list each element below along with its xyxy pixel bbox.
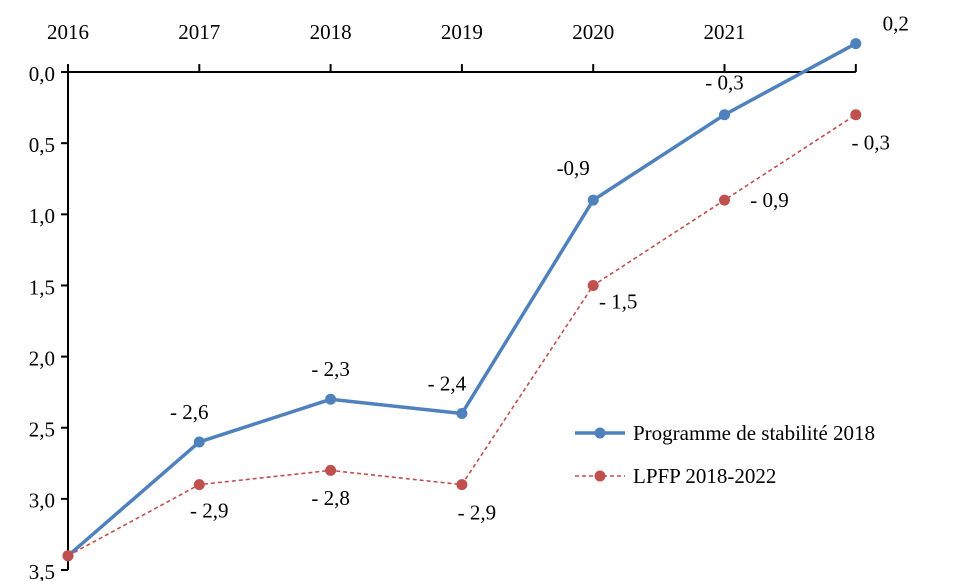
y-tick-label: 0,5: [29, 133, 55, 157]
legend-marker: [594, 470, 606, 482]
point: [456, 408, 468, 420]
point: [587, 194, 599, 206]
legend-label: Programme de stabilité 2018: [633, 421, 875, 445]
y-tick-label: 1,5: [29, 275, 55, 299]
data-label: - 0,3: [852, 131, 891, 155]
x-tick-label: 2018: [310, 20, 352, 44]
point: [193, 436, 205, 448]
data-label: 0,2: [883, 11, 909, 35]
point: [193, 479, 205, 491]
x-tick-label: 2019: [441, 20, 483, 44]
point: [587, 279, 599, 291]
point: [850, 38, 862, 50]
x-tick-label: 2016: [47, 20, 89, 44]
data-label: -0,9: [557, 156, 590, 180]
y-tick-label: 3,0: [29, 489, 55, 513]
y-tick-label: 2,0: [29, 346, 55, 370]
y-tick-label: 0,0: [29, 62, 55, 86]
data-label: - 0,3: [705, 71, 744, 95]
data-label: - 2,9: [458, 500, 497, 524]
point: [719, 194, 730, 206]
data-label: - 0,9: [750, 188, 789, 212]
data-label: - 2,6: [170, 400, 209, 424]
x-tick-label: 2020: [572, 20, 614, 44]
x-tick-label: 2017: [178, 20, 220, 44]
point: [325, 464, 337, 476]
data-label: - 1,5: [599, 289, 638, 313]
y-tick-label: 3,5: [29, 560, 55, 581]
x-tick-label: 2021: [704, 20, 746, 44]
y-tick-label: 1,0: [29, 204, 55, 228]
data-label: - 2,8: [311, 486, 350, 510]
point: [62, 550, 74, 562]
point: [719, 109, 730, 121]
y-tick-label: 2,5: [29, 418, 55, 442]
legend-label: LPFP 2018-2022: [633, 464, 776, 488]
point: [850, 109, 862, 121]
legend-marker: [594, 427, 606, 439]
data-label: - 2,9: [190, 498, 229, 522]
data-label: - 2,3: [311, 357, 350, 381]
point: [325, 393, 337, 405]
data-label: - 2,4: [428, 371, 467, 395]
point: [456, 479, 468, 491]
